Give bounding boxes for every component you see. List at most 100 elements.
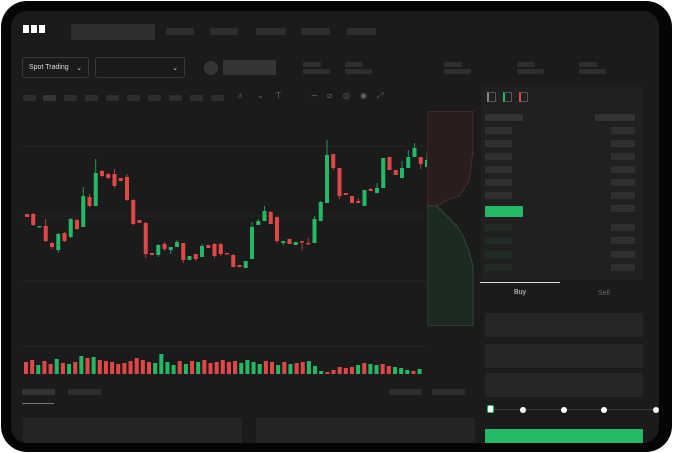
- timeframe-button[interactable]: [127, 95, 140, 101]
- candle-body: [206, 245, 211, 248]
- compare-icon[interactable]: ⌄: [257, 91, 264, 100]
- nav-item[interactable]: [301, 28, 330, 35]
- volume-bar: [325, 372, 330, 374]
- candle-body: [381, 158, 386, 188]
- nav-item[interactable]: [166, 28, 194, 35]
- timeframe-button[interactable]: [169, 95, 182, 101]
- candle-body: [368, 189, 373, 191]
- nav-item[interactable]: [256, 28, 286, 35]
- orderbook-header: [595, 114, 635, 121]
- pair-select[interactable]: ⌄: [95, 57, 185, 78]
- nav-search-placeholder[interactable]: [71, 24, 155, 40]
- ask-amount: [611, 127, 635, 134]
- fullscreen-icon[interactable]: ⤢: [377, 91, 384, 100]
- depth-chart: [427, 111, 474, 326]
- both-sides-icon[interactable]: [487, 92, 496, 102]
- filter-button[interactable]: [389, 389, 422, 395]
- bid-price: [485, 251, 512, 258]
- volume-bar: [54, 359, 59, 374]
- camera-icon[interactable]: ◎: [343, 91, 350, 100]
- stat-label: [517, 62, 535, 67]
- slider-step-25[interactable]: [520, 407, 526, 413]
- timeframe-button[interactable]: [106, 95, 119, 101]
- timeframe-button[interactable]: [190, 95, 203, 101]
- ask-price: [485, 140, 512, 147]
- candle-body: [156, 245, 161, 255]
- ask-amount: [611, 179, 635, 186]
- candle-body: [143, 223, 148, 254]
- price-input[interactable]: [485, 313, 643, 337]
- candle-body: [225, 253, 229, 255]
- volume-bar: [300, 362, 305, 374]
- slider-step-75[interactable]: [601, 407, 607, 413]
- bids-only-icon[interactable]: [503, 92, 512, 102]
- timeframe-button[interactable]: [85, 95, 98, 101]
- candle-body: [287, 239, 292, 244]
- indicator-icon[interactable]: ⩘: [237, 91, 242, 100]
- volume-bar: [386, 366, 391, 374]
- slider-step-50[interactable]: [561, 407, 567, 413]
- slider-handle[interactable]: [487, 405, 494, 413]
- candle-body: [212, 244, 217, 256]
- text-icon[interactable]: T: [276, 91, 281, 100]
- last-price-badge: [485, 206, 523, 217]
- timeframe-button[interactable]: [23, 95, 36, 101]
- volume-bar: [313, 366, 318, 374]
- nav-item[interactable]: [210, 28, 238, 35]
- okx-logo: [23, 25, 45, 33]
- volume-bar: [393, 367, 397, 374]
- volume-bar: [233, 361, 238, 374]
- line-icon[interactable]: ∼: [311, 91, 318, 100]
- amount-slider[interactable]: [491, 409, 657, 410]
- volume-bar: [417, 369, 422, 374]
- candle-body: [93, 173, 98, 206]
- volume-bar: [140, 360, 145, 374]
- ask-amount: [611, 192, 635, 199]
- timeframe-button[interactable]: [43, 95, 56, 101]
- amount-input[interactable]: [485, 344, 643, 368]
- candle-body: [218, 244, 223, 254]
- timeframe-button[interactable]: [211, 95, 224, 101]
- candle-body: [81, 196, 86, 227]
- candle-body: [300, 241, 304, 243]
- ask-amount: [611, 205, 635, 212]
- volume-bar: [374, 365, 379, 374]
- buy-submit-button[interactable]: [485, 429, 643, 443]
- ask-price: [485, 153, 512, 160]
- tab-buy[interactable]: Buy: [514, 289, 527, 296]
- trading-screen: Spot Trading ⌄ ⌄ ⩘ ⌄ T ∼ ⧄ ◎ ◉ ⤢ Buy Sell: [11, 11, 659, 443]
- volume-bar: [67, 364, 72, 374]
- candle-body: [131, 200, 136, 224]
- volume-bar: [399, 368, 404, 374]
- timeframe-button[interactable]: [64, 95, 77, 101]
- slider-step-100[interactable]: [653, 407, 659, 413]
- total-input[interactable]: [485, 373, 643, 397]
- candle-body: [256, 221, 261, 225]
- volume-bar: [36, 365, 41, 374]
- volume-bar: [270, 362, 274, 374]
- volume-bar: [257, 364, 262, 374]
- volume-bar: [405, 370, 410, 374]
- settings-icon[interactable]: ◉: [360, 91, 367, 100]
- asks-only-icon[interactable]: [519, 92, 528, 102]
- spot-trading-select[interactable]: Spot Trading ⌄: [22, 57, 89, 78]
- tab-order-history[interactable]: [68, 389, 101, 395]
- stat-value: [579, 69, 606, 74]
- ruler-icon[interactable]: ⧄: [327, 91, 333, 100]
- bid-price: [485, 237, 512, 244]
- tab-open-orders[interactable]: [22, 389, 55, 395]
- tab-sell[interactable]: Sell: [598, 290, 610, 297]
- volume-bar: [214, 362, 219, 374]
- candlestick-chart[interactable]: [11, 106, 481, 376]
- timeframe-button[interactable]: [148, 95, 161, 101]
- candle-body: [106, 174, 111, 178]
- nav-item[interactable]: [347, 28, 376, 35]
- candle-body: [175, 242, 179, 247]
- volume-bar: [165, 362, 170, 374]
- volume-bar: [171, 365, 176, 374]
- candle-body: [387, 157, 392, 170]
- candle-body: [193, 254, 198, 259]
- candle-body: [187, 256, 192, 260]
- filter-button[interactable]: [432, 389, 465, 395]
- volume-bar: [208, 363, 213, 374]
